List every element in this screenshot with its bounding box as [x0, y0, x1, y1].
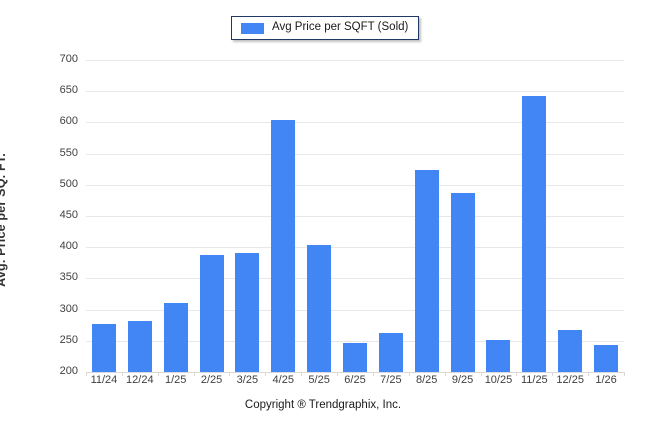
x-axis-tick-label: 1/26: [595, 374, 617, 386]
x-axis-tick-mark: [193, 372, 195, 376]
y-axis-tick-label: 600: [59, 115, 78, 128]
x-axis-tick-mark: [552, 372, 554, 376]
bar-slot: [588, 60, 624, 372]
x-axis-tick-mark: [408, 372, 410, 376]
bar[interactable]: [307, 244, 332, 372]
bar-slot: [229, 60, 265, 372]
x-axis-tick-mark: [516, 372, 518, 376]
x-axis-tick-label: 12/25: [556, 374, 584, 386]
bar-slot: [265, 60, 301, 372]
y-axis-tick-label: 500: [59, 177, 78, 190]
x-axis-tick-mark: [480, 372, 482, 376]
gridline: [86, 278, 624, 280]
x-axis-tick-mark: [265, 372, 267, 376]
y-axis-tick-label: 200: [59, 365, 78, 377]
gridline: [86, 216, 624, 217]
gridline: [86, 91, 624, 93]
bar[interactable]: [199, 255, 224, 372]
bar[interactable]: [414, 170, 439, 372]
bar[interactable]: [342, 343, 367, 372]
bar-slot: [552, 60, 588, 372]
bar-slot: [516, 60, 552, 372]
x-axis-tick-mark: [624, 372, 625, 376]
gridline: [86, 184, 624, 186]
x-axis-tick-mark: [157, 372, 159, 376]
bar[interactable]: [558, 330, 583, 372]
x-axis-tick-mark: [121, 372, 123, 376]
x-axis-tick-label: 4/25: [272, 374, 294, 386]
copyright-notice: Copyright ® Trendgraphix, Inc.: [244, 399, 402, 411]
x-axis-tick-label: 5/25: [308, 374, 330, 386]
x-axis-tick-mark: [301, 372, 303, 376]
y-axis-tick-label: 550: [59, 146, 78, 159]
bar-slot: [158, 60, 194, 372]
y-axis-tick-label: 450: [59, 209, 78, 221]
legend-item-label: Avg Price per SQFT (Sold): [272, 21, 409, 34]
x-axis-tick-label: 1/25: [164, 374, 187, 386]
legend-color-swatch: [241, 22, 264, 34]
bar[interactable]: [522, 96, 547, 372]
x-axis-tick-labels: 11/24 12/24 1/25 2/25 3/25 4/25 5/25 6/25 7/25 8/…: [86, 375, 624, 391]
x-axis-tick-mark: [86, 372, 87, 376]
gridline: [86, 122, 624, 124]
y-axis-tick-label: 400: [59, 240, 78, 253]
x-axis-tick-mark: [337, 372, 339, 376]
bar-slot: [337, 60, 373, 372]
x-axis-tick-mark: [372, 372, 374, 376]
bar-slot: [301, 60, 337, 372]
bar[interactable]: [378, 333, 403, 372]
x-axis-tick-label: 10/25: [484, 374, 513, 386]
bar-slot: [409, 60, 445, 372]
y-axis-title: Avg. Price per SQ. FT.: [0, 153, 8, 287]
bar[interactable]: [450, 192, 475, 372]
x-axis-tick-label: 11/25: [520, 374, 548, 386]
bar[interactable]: [127, 321, 152, 372]
y-axis-tick-label: 650: [59, 84, 78, 97]
x-axis-tick-label: 2/25: [200, 374, 223, 386]
bar-slot: [373, 60, 409, 372]
gridline: [86, 340, 624, 342]
x-axis-tick-label: 11/24: [90, 374, 118, 386]
x-axis-tick-label: 3/25: [236, 374, 259, 386]
bar-slot: [122, 60, 158, 372]
y-axis-tick-label: 250: [59, 333, 78, 346]
gridline: [86, 309, 624, 311]
y-axis-tick-label: 700: [59, 53, 78, 65]
bar[interactable]: [235, 253, 260, 372]
bar-slot: [481, 60, 517, 372]
bar[interactable]: [163, 302, 188, 372]
bar-slot: [194, 60, 230, 372]
chart-legend[interactable]: Avg Price per SQFT (Sold): [231, 16, 420, 40]
gridline: [86, 247, 624, 249]
x-axis-tick-label: 7/25: [380, 374, 402, 386]
bar-slot: [86, 60, 122, 372]
y-axis-tick-label: 300: [59, 302, 78, 315]
plot-area: [86, 60, 624, 373]
x-axis-tick-label: 12/24: [126, 374, 154, 386]
x-axis-tick-label: 9/25: [451, 374, 474, 386]
x-axis-tick-mark: [444, 372, 446, 376]
bar-slot: [445, 60, 481, 372]
bar[interactable]: [486, 339, 511, 372]
bar[interactable]: [271, 119, 296, 372]
x-axis-tick-label: 6/25: [344, 374, 366, 386]
gridline: [86, 60, 624, 61]
x-axis-tick-mark: [588, 372, 590, 376]
x-axis-tick-label: 8/25: [416, 374, 438, 386]
x-axis-tick-mark: [229, 372, 231, 376]
y-axis-tick-label: 350: [59, 271, 78, 284]
bar[interactable]: [594, 345, 619, 372]
gridline: [86, 153, 624, 155]
gridline: [86, 372, 624, 373]
bar-series: [86, 60, 624, 372]
bar[interactable]: [91, 323, 116, 372]
